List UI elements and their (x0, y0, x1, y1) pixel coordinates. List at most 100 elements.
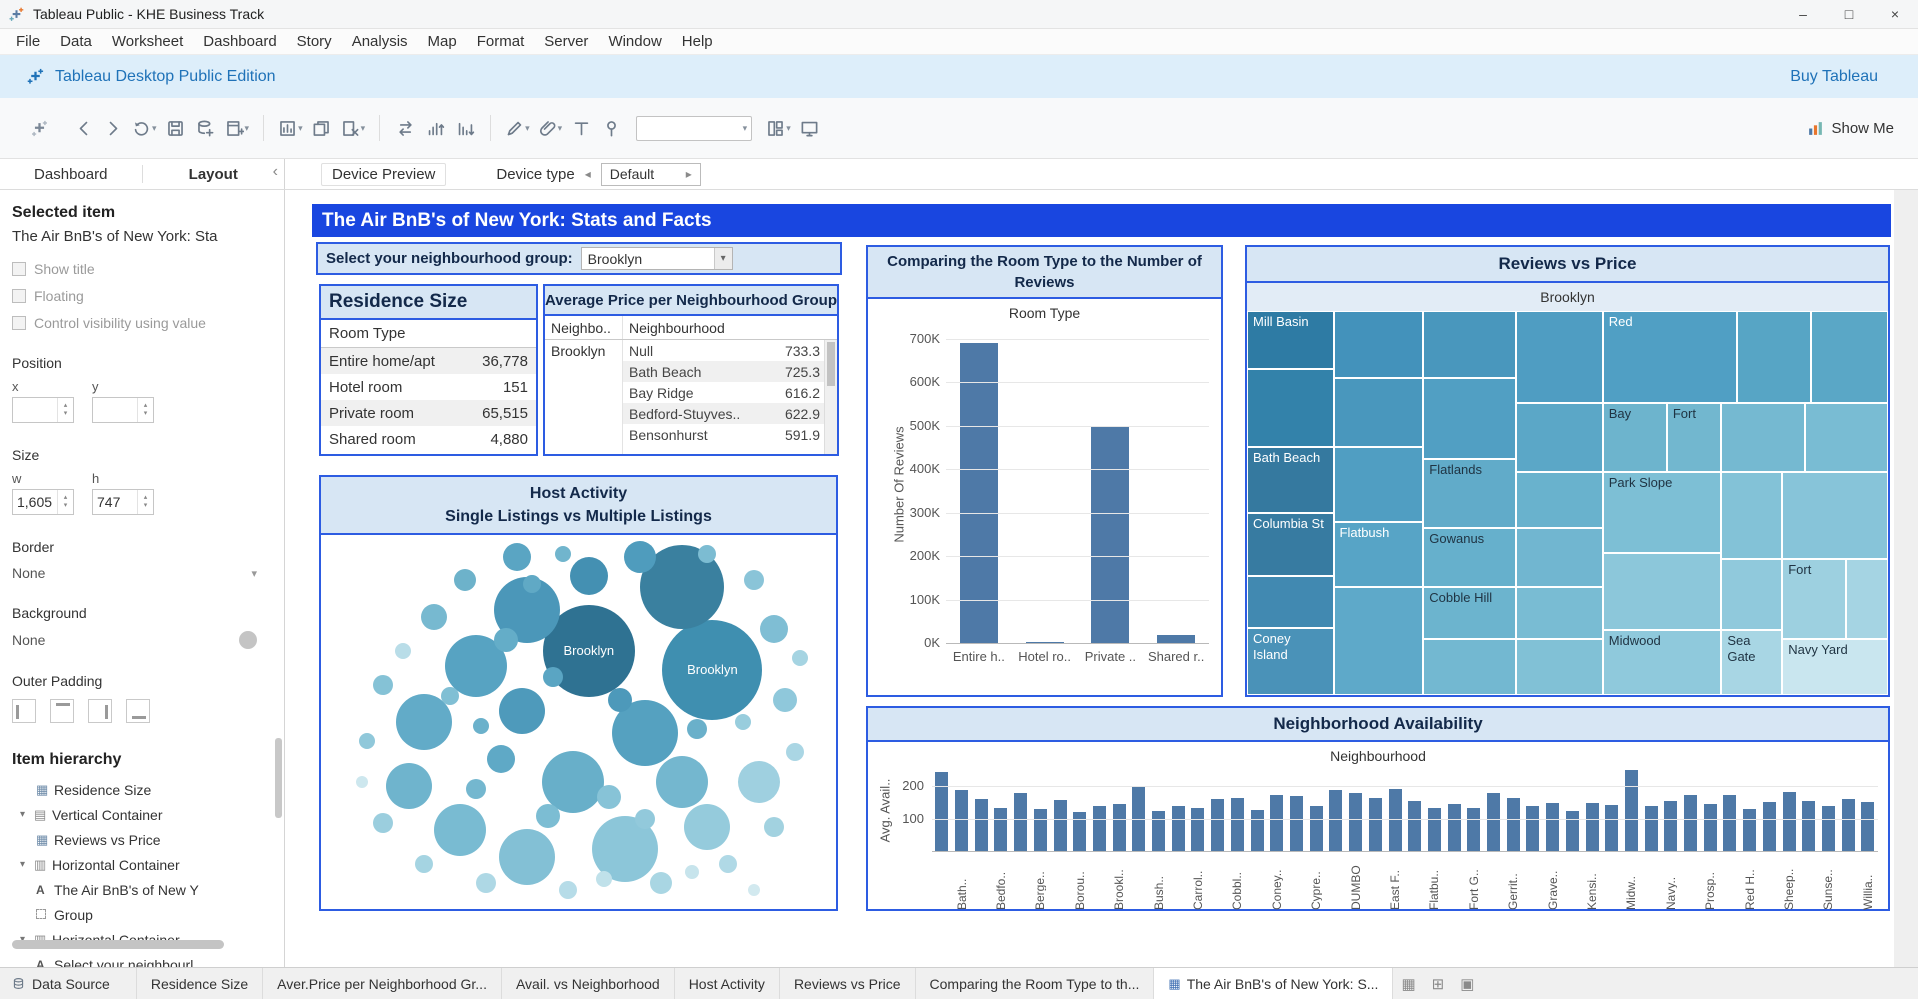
bubble[interactable] (395, 642, 412, 659)
availability-bar[interactable] (1073, 812, 1087, 851)
availability-bar[interactable] (1349, 792, 1363, 851)
bubble[interactable] (356, 775, 369, 788)
availability-bar[interactable] (1290, 795, 1303, 851)
sort-ascending-icon[interactable] (420, 111, 450, 145)
treemap-cell[interactable] (1247, 575, 1334, 628)
availability-bar[interactable] (1250, 809, 1264, 851)
y-stepper[interactable]: ▴ ▾ (137, 398, 153, 422)
bubble[interactable] (684, 803, 731, 850)
availability-bar[interactable] (1368, 797, 1382, 851)
availability-bar[interactable] (1447, 804, 1461, 851)
checkbox-show-title[interactable] (12, 262, 26, 276)
sort-descending-icon[interactable] (450, 111, 480, 145)
bubble[interactable] (454, 568, 477, 591)
availability-bar[interactable] (1112, 804, 1126, 851)
treemap-cell-bay[interactable]: Bay (1602, 403, 1667, 473)
duplicate-icon[interactable] (307, 111, 337, 145)
treemap-cell-coney-island[interactable]: Coney Island (1247, 627, 1334, 695)
treemap-cell-fort[interactable]: Fort (1666, 403, 1722, 473)
availability-bar[interactable] (1053, 800, 1067, 851)
bubble[interactable] (785, 742, 804, 761)
availability-bar[interactable] (1585, 803, 1599, 851)
bubble[interactable] (735, 714, 752, 730)
bubble[interactable] (597, 784, 622, 809)
table-row-bedford-stuyves[interactable]: Bedford-Stuyves.. 622.9 (623, 403, 824, 424)
menu-format[interactable]: Format (476, 32, 525, 50)
treemap-cell-park-slope[interactable]: Park Slope (1602, 472, 1722, 553)
table-row-bay-ridge[interactable]: Bay Ridge 616.2 (623, 382, 824, 403)
padding-left-control[interactable] (12, 699, 36, 723)
height-stepper[interactable]: ▴ ▾ (137, 490, 153, 514)
availability-bar[interactable] (1211, 799, 1225, 851)
menu-map[interactable]: Map (427, 32, 457, 50)
menu-worksheet[interactable]: Worksheet (111, 32, 184, 50)
treemap-cell[interactable] (1737, 311, 1812, 404)
presentation-mode-icon[interactable] (795, 111, 825, 145)
new-worksheet-button[interactable]: ▦ (1401, 975, 1416, 993)
fit-select[interactable]: ▾ (636, 115, 753, 141)
bubble[interactable] (542, 750, 605, 813)
treemap-cell[interactable] (1247, 368, 1334, 448)
availability-bar[interactable] (1230, 797, 1244, 851)
treemap-cell[interactable] (1721, 403, 1805, 473)
availability-bar[interactable] (1802, 801, 1816, 851)
padding-top-control[interactable] (50, 699, 74, 723)
bubble[interactable] (421, 604, 448, 631)
add-data-icon[interactable] (191, 111, 221, 145)
x-input[interactable] (13, 398, 57, 422)
bubble[interactable] (760, 614, 789, 643)
availability-bar[interactable] (1565, 810, 1579, 851)
format-link-icon[interactable]: ▾ (534, 111, 567, 145)
availability-bar[interactable] (1152, 810, 1166, 851)
treemap-cell[interactable] (1811, 311, 1888, 404)
sheet-tab-residence-size[interactable]: Residence Size (137, 968, 264, 999)
device-prev-icon[interactable]: ◂ (584, 167, 591, 181)
sheet-tab-aver-price-per-neighborhood-gr[interactable]: Aver.Price per Neighborhood Gr... (263, 968, 502, 999)
bar-hotel-ro[interactable] (1025, 641, 1064, 643)
treemap-cell[interactable] (1423, 378, 1517, 459)
treemap-cell[interactable] (1721, 558, 1783, 630)
text-label-icon[interactable] (566, 111, 596, 145)
device-preview-button[interactable]: Device Preview (321, 162, 447, 186)
availability-bar[interactable] (1644, 806, 1658, 851)
availability-bar[interactable] (1743, 809, 1757, 851)
availability-bar[interactable] (1546, 803, 1560, 851)
availability-bar[interactable] (1014, 792, 1028, 851)
treemap-cell[interactable] (1782, 472, 1888, 559)
availability-bar[interactable] (1684, 794, 1698, 851)
sidebar-vertical-scrollbar[interactable] (275, 738, 282, 818)
save-icon[interactable] (161, 111, 191, 145)
bubble[interactable] (743, 569, 764, 590)
availability-bar[interactable] (1191, 808, 1205, 851)
show-me-button[interactable]: Show Me (1807, 120, 1894, 137)
back-icon[interactable] (68, 111, 98, 145)
padding-bottom-control[interactable] (126, 699, 150, 723)
availability-bar[interactable] (1861, 802, 1875, 851)
bubble[interactable] (465, 779, 486, 800)
x-stepper[interactable]: ▴ ▾ (57, 398, 73, 422)
menu-file[interactable]: File (16, 32, 41, 50)
checkbox-control-visibility-using-value[interactable] (12, 316, 26, 330)
availability-bar[interactable] (1092, 805, 1106, 851)
treemap-cell[interactable] (1333, 447, 1424, 523)
background-select[interactable]: None (12, 631, 257, 649)
treemap-cell-sea-gate[interactable]: Sea Gate (1721, 629, 1783, 695)
bubble[interactable] (698, 544, 717, 563)
tab-dashboard[interactable]: Dashboard (34, 165, 108, 183)
hierarchy-item-residence-size[interactable]: ▦ Residence Size (12, 777, 272, 802)
availability-bar[interactable] (1624, 769, 1638, 851)
availability-bar[interactable] (1664, 801, 1678, 851)
bubble[interactable] (498, 687, 545, 734)
bubble[interactable] (487, 745, 516, 774)
treemap-cell[interactable] (1516, 403, 1603, 473)
treemap-cell[interactable] (1423, 311, 1517, 379)
availability-bar[interactable] (935, 772, 949, 851)
treemap-cell-flatlands[interactable]: Flatlands (1423, 458, 1517, 528)
bubble[interactable] (596, 871, 613, 888)
new-dashboard-button[interactable]: ⊞ (1431, 975, 1445, 993)
availability-bar[interactable] (1506, 797, 1520, 851)
sheet-tab-the-air-bnb-s-of-new-york-s[interactable]: ▦ The Air BnB's of New York: S... (1154, 968, 1394, 999)
sheet-tab-reviews-vs-price[interactable]: Reviews vs Price (780, 968, 916, 999)
close-button[interactable]: × (1890, 6, 1900, 22)
bubble[interactable] (372, 812, 393, 833)
